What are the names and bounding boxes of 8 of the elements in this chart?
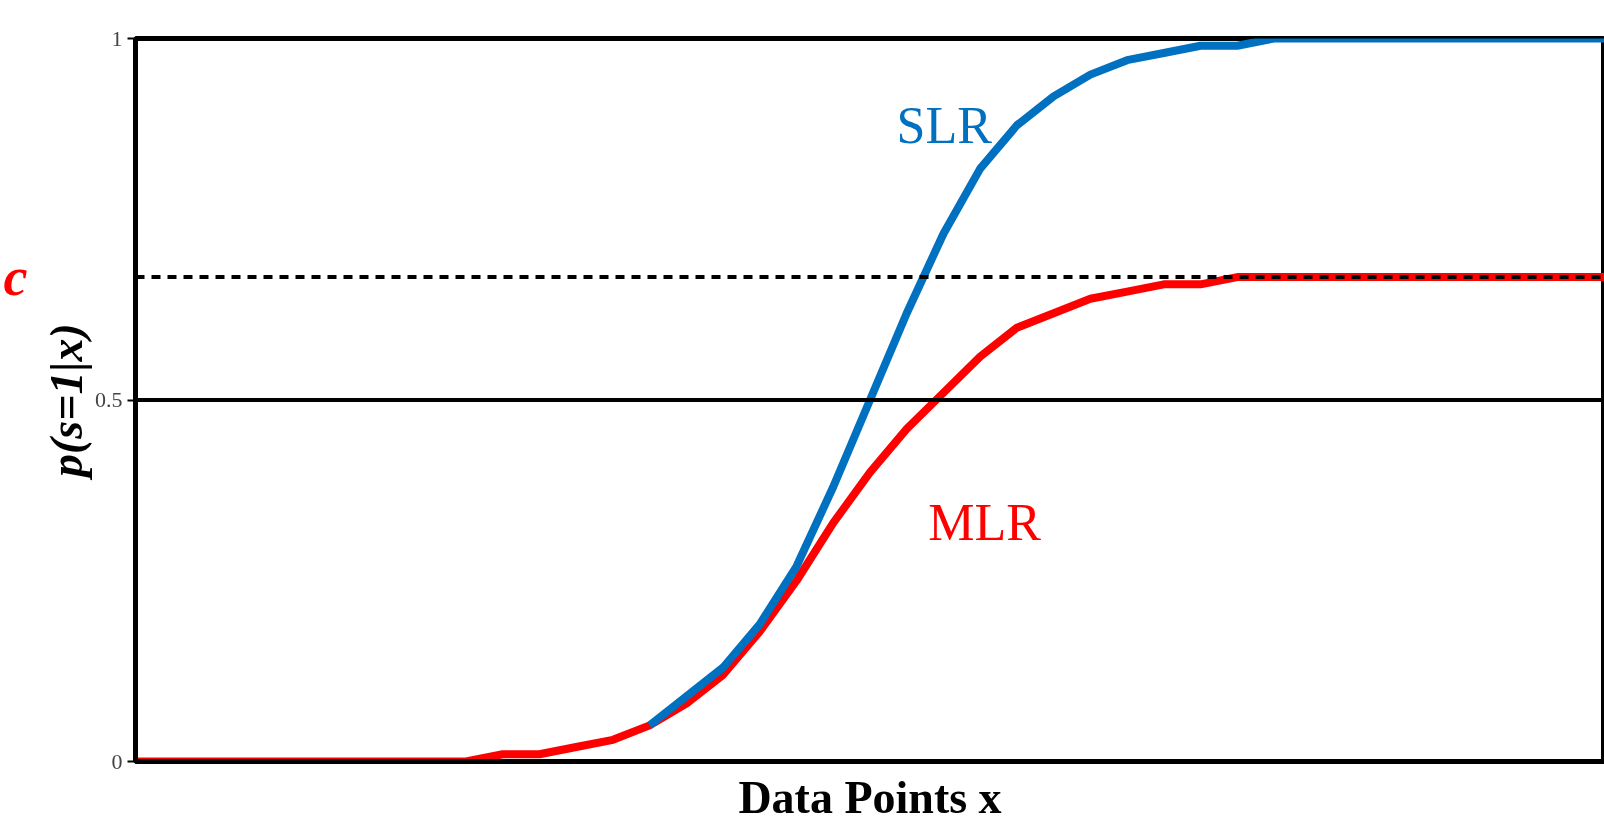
y-tick-label: 0.5	[95, 387, 123, 412]
y-tick-label: 1	[111, 25, 123, 51]
x-axis-title: Data Points x	[738, 771, 1002, 823]
series-label: MLR	[928, 494, 1042, 552]
ref-line-label: c	[3, 247, 28, 308]
y-axis-title: p(s=1|x)	[41, 323, 92, 481]
series-label: SLR	[896, 96, 993, 154]
y-tick-label: 0	[111, 748, 123, 774]
